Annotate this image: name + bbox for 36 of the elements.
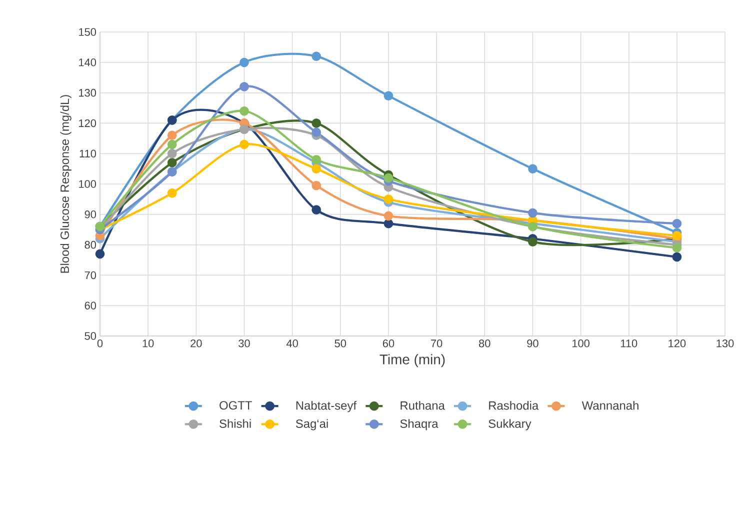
- x-tick-label: 90: [527, 340, 538, 348]
- y-tick-label: 80: [84, 240, 96, 249]
- y-tick-label: 120: [79, 119, 96, 128]
- x-tick-label: 40: [286, 340, 298, 348]
- legend-label: Shishi: [220, 419, 251, 428]
- legend-label: Nabtat-seyf: [296, 400, 357, 412]
- legend-label: Sukkary: [488, 419, 532, 430]
- x-tick-label: 110: [620, 340, 638, 348]
- x-tick-label: 130: [716, 340, 734, 348]
- y-tick-label: 100: [79, 180, 96, 188]
- x-tick-label: 50: [334, 340, 346, 348]
- y-tick-label: 110: [80, 150, 96, 158]
- x-axis-title: Time (min): [380, 354, 445, 368]
- x-tick-label: 0: [97, 340, 103, 348]
- x-tick-label: 120: [668, 340, 686, 348]
- y-tick-label: 140: [79, 58, 96, 66]
- x-tick-label: 80: [478, 340, 490, 348]
- x-tick-label: 60: [382, 340, 394, 348]
- legend-label: Ruthana: [400, 400, 445, 410]
- x-tick-label: 70: [431, 340, 442, 348]
- y-tick-label: 130: [79, 88, 96, 97]
- y-tick-label: 150: [79, 28, 96, 36]
- legend-label: OGTT: [220, 401, 252, 410]
- legend-label: Wannanah: [582, 400, 638, 410]
- x-tick-label: 20: [190, 340, 202, 348]
- y-tick-label: 90: [84, 210, 96, 218]
- y-axis-title: Blood Glucose Response (mg/dL): [60, 95, 72, 273]
- x-tick-label: 10: [142, 340, 154, 348]
- y-tick-label: 60: [84, 302, 96, 310]
- x-tick-label: 30: [238, 340, 250, 348]
- legend-label: Shaqra: [400, 419, 438, 430]
- legend-label: Sag‘ai: [296, 419, 328, 430]
- y-tick-label: 50: [84, 332, 96, 340]
- x-tick-label: 100: [572, 340, 590, 348]
- legend-label: Rashodia: [489, 400, 539, 410]
- y-tick-label: 70: [84, 271, 96, 280]
